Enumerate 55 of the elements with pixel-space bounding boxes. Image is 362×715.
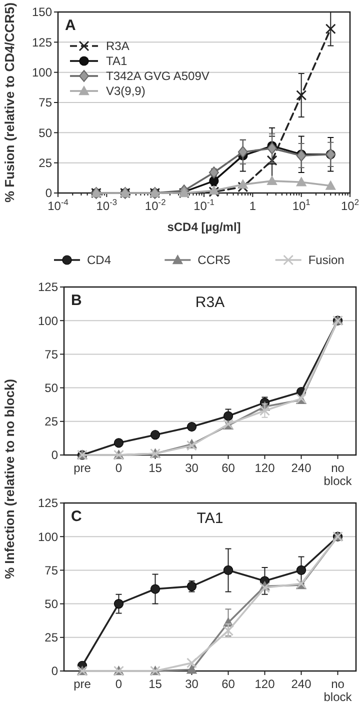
legend-label: T342A GVG A509V [106, 69, 210, 84]
y-tick-label: 125 [38, 280, 58, 294]
y-tick-label: 50 [38, 126, 52, 140]
annotation: C [71, 508, 82, 525]
legend-label: V3(9,9) [106, 84, 146, 98]
x-tick-label: 15 [148, 461, 162, 475]
legend-label: CCR5 [198, 253, 231, 268]
x-tick-label: 15 [148, 677, 162, 691]
y-tick-label: 100 [32, 66, 52, 80]
y-tick-label: 100 [38, 530, 58, 544]
y-tick-label: 0 [51, 448, 58, 462]
x-tick-label: 0 [115, 461, 122, 475]
y-tick-label: 50 [44, 597, 58, 611]
y-tick-label: 25 [38, 156, 52, 170]
y-tick-label: 75 [44, 347, 58, 362]
x-tick-label: pre [74, 461, 92, 475]
x-tick-label: 10$^{1}$ [292, 197, 311, 213]
x-tick-label: 10$^{-1}$ [194, 197, 215, 213]
x-tick-label: pre [74, 677, 92, 691]
x-tick-label: 240 [291, 461, 312, 475]
annotation: B [71, 292, 82, 309]
x-tick-label: 1 [249, 199, 256, 213]
y-axis-title: % Fusion (relative to CD4/CCR5) [2, 2, 17, 203]
legend-label: TA1 [106, 54, 128, 68]
text: R3A [195, 294, 225, 311]
y-tick-label: 25 [44, 630, 58, 645]
legend-label: R3A [106, 39, 130, 54]
y-tick-label: 100 [38, 314, 58, 328]
x-tick-label: 10$^{-2}$ [144, 197, 166, 213]
y-axis-title: % Infection (relative to no block) [2, 378, 17, 580]
x-tick-label: 10$^{-3}$ [96, 197, 118, 213]
x-tick-label: 30 [185, 461, 199, 475]
y-tick-label: 150 [32, 5, 52, 20]
legend-label: Fusion [308, 253, 344, 268]
y-tick-label: 25 [44, 414, 58, 429]
x-tick-label: no block [324, 677, 353, 704]
x-tick-label: no block [324, 461, 353, 488]
y-tick-label: 125 [32, 35, 52, 50]
annotation: A [65, 17, 76, 34]
x-tick-label: 120 [254, 677, 276, 691]
x-tick-label: 60 [222, 677, 236, 691]
legend-label: CD4 [87, 253, 112, 268]
x-axis-title: sCD4 [µg/ml] [167, 220, 241, 234]
y-tick-label: 0 [51, 664, 58, 678]
y-tick-label: 75 [44, 563, 58, 578]
x-tick-label: 120 [254, 461, 276, 475]
y-tick-label: 50 [44, 381, 58, 395]
x-tick-label: 60 [222, 461, 236, 475]
x-tick-label: 240 [291, 677, 312, 691]
x-tick-label: 10$^{2}$ [340, 197, 360, 213]
x-tick-label: 30 [185, 677, 199, 691]
y-tick-label: 75 [38, 96, 52, 110]
x-tick-label: 0 [115, 677, 122, 691]
y-tick-label: 125 [38, 496, 58, 510]
text: TA1 [196, 510, 224, 527]
